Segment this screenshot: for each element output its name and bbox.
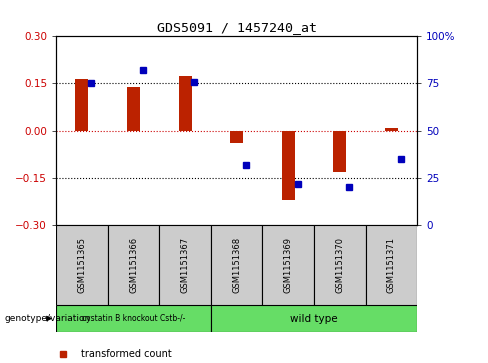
Bar bbox=[282, 131, 295, 200]
Bar bbox=[333, 131, 346, 172]
Text: GSM1151367: GSM1151367 bbox=[181, 237, 190, 293]
Bar bbox=[230, 131, 243, 143]
Bar bbox=[76, 79, 88, 131]
Text: cystatin B knockout Cstb-/-: cystatin B knockout Cstb-/- bbox=[82, 314, 185, 323]
Text: genotype/variation: genotype/variation bbox=[5, 314, 91, 323]
Text: GSM1151371: GSM1151371 bbox=[387, 237, 396, 293]
Bar bbox=[56, 225, 108, 305]
Bar bbox=[263, 225, 314, 305]
Bar bbox=[211, 225, 263, 305]
Text: GSM1151369: GSM1151369 bbox=[284, 237, 293, 293]
Bar bbox=[159, 225, 211, 305]
Text: transformed count: transformed count bbox=[81, 349, 172, 359]
Bar bbox=[366, 225, 417, 305]
Text: GSM1151366: GSM1151366 bbox=[129, 237, 138, 293]
Bar bbox=[127, 87, 140, 131]
Bar bbox=[211, 305, 417, 332]
Bar bbox=[108, 225, 159, 305]
Bar bbox=[314, 225, 366, 305]
Bar bbox=[56, 305, 211, 332]
Text: wild type: wild type bbox=[290, 314, 338, 323]
Text: GSM1151368: GSM1151368 bbox=[232, 237, 241, 293]
Bar bbox=[385, 127, 398, 131]
Bar bbox=[179, 76, 192, 131]
Text: GSM1151370: GSM1151370 bbox=[335, 237, 345, 293]
Text: GSM1151365: GSM1151365 bbox=[78, 237, 86, 293]
Title: GDS5091 / 1457240_at: GDS5091 / 1457240_at bbox=[157, 21, 317, 34]
